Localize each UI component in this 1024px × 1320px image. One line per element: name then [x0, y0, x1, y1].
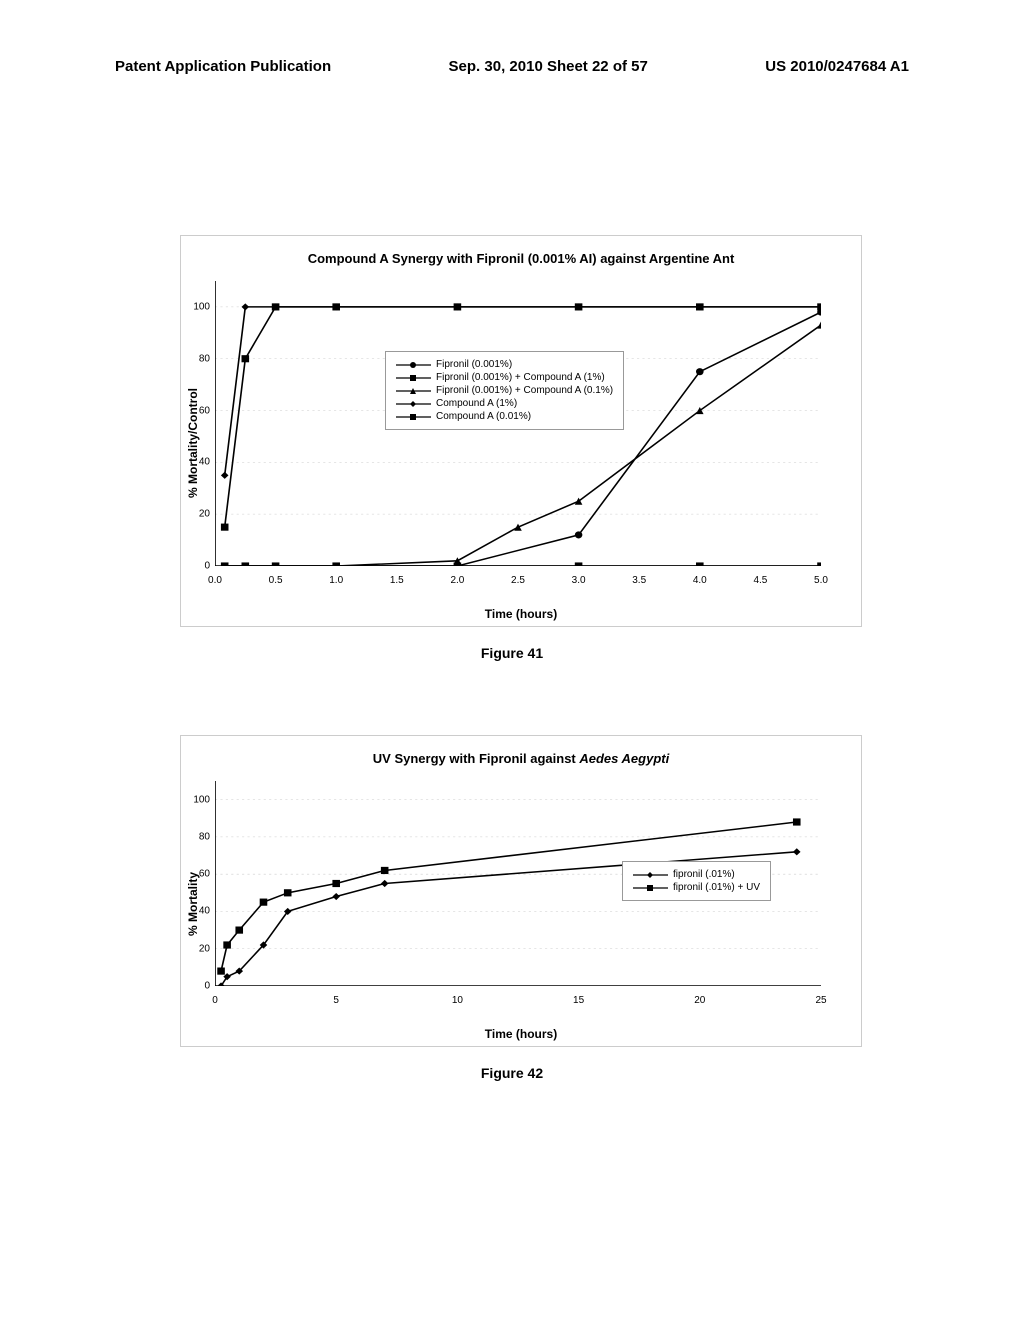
page: Patent Application Publication Sep. 30, …	[0, 0, 1024, 1320]
figure-42-container: UV Synergy with Fipronil against Aedes A…	[180, 735, 862, 1047]
x-tick-label: 0	[212, 995, 218, 1006]
legend-row: Fipronil (0.001%)	[396, 359, 613, 370]
legend-marker-icon	[396, 360, 431, 370]
legend-label: fipronil (.01%) + UV	[673, 882, 760, 893]
page-header: Patent Application Publication Sep. 30, …	[115, 58, 909, 75]
chart2-title-italic: Aedes Aegypti	[579, 751, 669, 766]
legend-row: Fipronil (0.001%) + Compound A (0.1%)	[396, 385, 613, 396]
legend-label: Fipronil (0.001%) + Compound A (0.1%)	[436, 385, 613, 396]
figure-41-container: Compound A Synergy with Fipronil (0.001%…	[180, 235, 862, 627]
x-tick-label: 3.0	[572, 575, 586, 586]
legend-row: fipronil (.01%)	[633, 869, 760, 880]
chart2-legend: fipronil (.01%) fipronil (.01%) + UV	[622, 861, 771, 901]
header-left: Patent Application Publication	[115, 58, 331, 75]
x-tick-label: 20	[694, 995, 705, 1006]
x-tick-label: 3.5	[632, 575, 646, 586]
x-tick-label: 0.0	[208, 575, 222, 586]
header-right: US 2010/0247684 A1	[765, 58, 909, 75]
chart1-plot-area: 0.00.51.01.52.02.53.03.54.04.55.0 020406…	[215, 281, 821, 566]
y-tick-label: 60	[199, 869, 210, 880]
legend-marker-icon	[396, 386, 431, 396]
x-tick-label: 5.0	[814, 575, 828, 586]
y-tick-label: 40	[199, 906, 210, 917]
legend-marker-icon	[396, 412, 431, 422]
chart1-title: Compound A Synergy with Fipronil (0.001%…	[181, 236, 861, 271]
y-tick-label: 20	[199, 943, 210, 954]
x-tick-label: 4.5	[753, 575, 767, 586]
y-tick-label: 100	[193, 794, 210, 805]
y-tick-label: 0	[204, 561, 210, 572]
chart2-xlabel: Time (hours)	[485, 1027, 557, 1041]
y-tick-label: 20	[199, 509, 210, 520]
figure-42-label: Figure 42	[481, 1065, 543, 1081]
chart2-title: UV Synergy with Fipronil against Aedes A…	[181, 736, 861, 771]
chart1-plot-wrapper: % Mortality/Control 0.00.51.01.52.02.53.…	[181, 271, 861, 616]
x-tick-label: 5	[333, 995, 339, 1006]
legend-row: Compound A (1%)	[396, 398, 613, 409]
y-tick-label: 80	[199, 831, 210, 842]
x-tick-label: 10	[452, 995, 463, 1006]
chart1-xlabel: Time (hours)	[485, 607, 557, 621]
chart1-ylabel: % Mortality/Control	[181, 271, 205, 616]
x-tick-label: 2.5	[511, 575, 525, 586]
x-tick-label: 2.0	[450, 575, 464, 586]
x-tick-label: 25	[815, 995, 826, 1006]
chart2-title-pre: UV Synergy with Fipronil against	[373, 751, 580, 766]
figure-41-label: Figure 41	[481, 645, 543, 661]
legend-label: fipronil (.01%)	[673, 869, 735, 880]
chart2-plot-wrapper: % Mortality 0510152025 020406080100 fipr…	[181, 771, 861, 1036]
y-tick-label: 60	[199, 405, 210, 416]
legend-row: fipronil (.01%) + UV	[633, 882, 760, 893]
chart1-legend: Fipronil (0.001%) Fipronil (0.001%) + Com…	[385, 351, 624, 430]
chart2-ylabel: % Mortality	[181, 771, 205, 1036]
y-tick-label: 40	[199, 457, 210, 468]
y-tick-label: 80	[199, 353, 210, 364]
y-tick-label: 0	[204, 981, 210, 992]
legend-marker-icon	[633, 883, 668, 893]
legend-label: Compound A (1%)	[436, 398, 517, 409]
legend-row: Compound A (0.01%)	[396, 411, 613, 422]
legend-marker-icon	[396, 399, 431, 409]
legend-label: Compound A (0.01%)	[436, 411, 531, 422]
x-tick-label: 1.0	[329, 575, 343, 586]
legend-label: Fipronil (0.001%) + Compound A (1%)	[436, 372, 605, 383]
x-tick-label: 15	[573, 995, 584, 1006]
x-tick-label: 1.5	[390, 575, 404, 586]
legend-marker-icon	[396, 373, 431, 383]
legend-label: Fipronil (0.001%)	[436, 359, 512, 370]
legend-row: Fipronil (0.001%) + Compound A (1%)	[396, 372, 613, 383]
x-tick-label: 4.0	[693, 575, 707, 586]
header-center: Sep. 30, 2010 Sheet 22 of 57	[449, 58, 648, 75]
y-tick-label: 100	[193, 301, 210, 312]
chart2-plot-area: 0510152025 020406080100 fipronil (.01%)f…	[215, 781, 821, 986]
legend-marker-icon	[633, 870, 668, 880]
x-tick-label: 0.5	[269, 575, 283, 586]
